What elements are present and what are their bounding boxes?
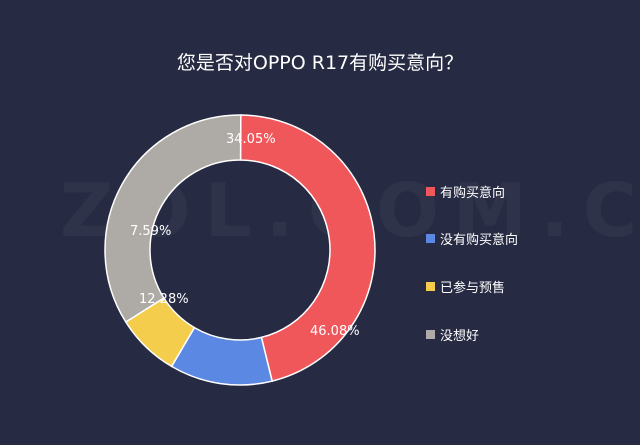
legend-label: 有购买意向 <box>440 185 506 201</box>
legend-swatch <box>426 329 435 339</box>
legend-label: 没有购买意向 <box>440 232 519 248</box>
legend-label: 没想好 <box>440 328 480 344</box>
legend: 有购买意向 没有购买意向 已参与预售 没想好 <box>426 168 518 358</box>
slice-label-3: 34.05% <box>226 132 276 147</box>
legend-item-intend[interactable]: 有购买意向 <box>426 168 518 214</box>
chart-title: 您是否对OPPO R17有购买意向？ <box>176 52 464 74</box>
slice-3[interactable] <box>104 114 242 324</box>
slice-label-2: 7.59% <box>130 224 171 239</box>
slice-label-1: 12.28% <box>139 292 189 307</box>
slice-0[interactable] <box>239 114 376 383</box>
legend-item-presale[interactable]: 已参与预售 <box>426 262 518 310</box>
legend-item-no-intend[interactable]: 没有购买意向 <box>426 214 518 262</box>
legend-swatch <box>426 233 435 243</box>
legend-swatch <box>426 186 435 196</box>
legend-label: 已参与预售 <box>440 280 506 296</box>
legend-swatch <box>426 281 435 291</box>
legend-item-undecided[interactable]: 没想好 <box>426 310 518 358</box>
slice-label-0: 46.08% <box>310 324 360 339</box>
